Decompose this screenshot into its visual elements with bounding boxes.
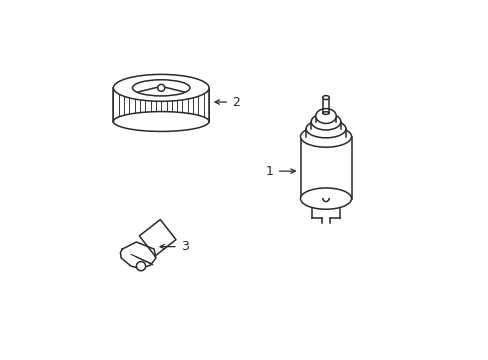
Ellipse shape — [322, 112, 328, 114]
Ellipse shape — [300, 126, 351, 147]
Polygon shape — [139, 220, 176, 256]
Circle shape — [157, 84, 164, 91]
Ellipse shape — [305, 120, 345, 138]
Text: 3: 3 — [160, 240, 188, 253]
Text: 2: 2 — [215, 95, 240, 108]
Ellipse shape — [132, 80, 189, 96]
Text: 1: 1 — [265, 165, 295, 177]
Ellipse shape — [310, 113, 340, 130]
Ellipse shape — [113, 112, 209, 131]
Ellipse shape — [315, 109, 336, 123]
Circle shape — [136, 261, 145, 271]
Ellipse shape — [300, 188, 351, 209]
Ellipse shape — [322, 96, 328, 100]
Polygon shape — [120, 242, 156, 269]
Ellipse shape — [113, 75, 209, 101]
